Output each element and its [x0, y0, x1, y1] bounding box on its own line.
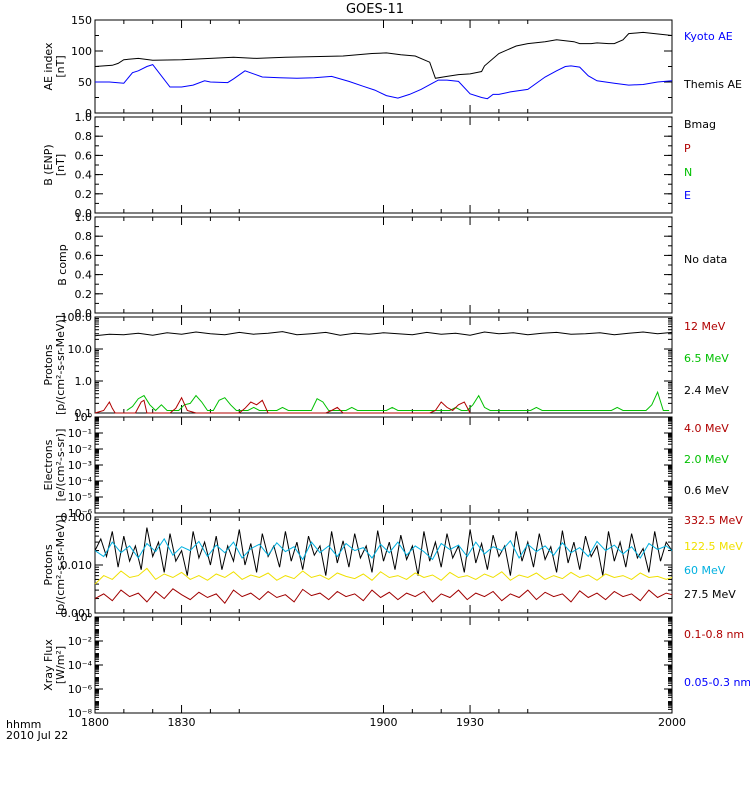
- legend-entry-protons1: 12 MeV: [684, 320, 726, 333]
- series-line-protons1-0: [94, 331, 673, 337]
- ytick-label-benp: 0.6: [75, 149, 93, 162]
- ylabel-xray: Xray Flux: [42, 639, 55, 691]
- ytick-label-bcomp: 0.2: [75, 288, 93, 301]
- legend-entry-xray: 0.05-0.3 nm: [684, 676, 750, 689]
- panel-frame-xray: [94, 616, 673, 714]
- ytick-label-electrons: 10⁻⁶: [68, 507, 93, 520]
- legend-entry-protons2: 122.5 MeV: [684, 540, 743, 553]
- ytick-label-ae: 150: [71, 14, 92, 27]
- series-line-ae-1: [95, 64, 673, 100]
- ytick-label-protons2: 0.010: [61, 559, 93, 572]
- ytick-label-electrons: 10⁻³: [68, 459, 92, 472]
- ytick-label-bcomp: 0.4: [75, 269, 93, 282]
- ytick-label-ae: 50: [78, 76, 92, 89]
- ylabel-electrons: [e/(cm²-s-sr)]: [54, 429, 67, 502]
- xtick-label: 1800: [81, 716, 109, 729]
- panel-frame-protons2: [94, 516, 673, 614]
- ytick-label-bcomp: 1.0: [75, 211, 93, 224]
- ylabel-benp: B (ENP): [42, 144, 55, 185]
- series-line-protons2-1: [94, 537, 673, 561]
- ytick-label-protons2: 0.100: [61, 511, 93, 524]
- legend-entry-protons1: 2.4 MeV: [684, 384, 729, 397]
- date-label: 2010 Jul 22: [6, 729, 69, 742]
- ytick-label-xray: 10⁻⁶: [68, 683, 93, 696]
- ytick-label-protons2: 0.001: [61, 607, 93, 620]
- series-line-protons1-2: [94, 396, 471, 414]
- ytick-label-protons1: 10.0: [68, 343, 93, 356]
- panel-frame-bcomp: [94, 216, 673, 314]
- ylabel-ae: AE index: [42, 42, 55, 91]
- xtick-label: 1900: [370, 716, 398, 729]
- ylabel-bcomp: B comp: [56, 244, 69, 286]
- ytick-label-protons1: 1.0: [75, 375, 93, 388]
- legend-entry-xray: 0.1-0.8 nm: [684, 628, 744, 641]
- legend-entry-bcomp: No data: [684, 253, 727, 266]
- ylabel-benp: [nT]: [54, 154, 67, 176]
- legend-entry-electrons: 4.0 MeV: [684, 422, 729, 435]
- ytick-label-electrons: 10⁰: [74, 411, 93, 424]
- xtick-label: 1830: [168, 716, 196, 729]
- xtick-label: 2000: [658, 716, 686, 729]
- panel-frame-ae: [94, 19, 673, 114]
- series-line-protons2-3: [94, 588, 673, 605]
- ytick-label-ae: 100: [71, 45, 92, 58]
- series-line-protons2-0: [94, 527, 673, 576]
- legend-entry-benp: P: [684, 142, 691, 155]
- ylabel-xray: [W/m²]: [54, 646, 67, 684]
- ytick-label-bcomp: 0.0: [75, 307, 93, 320]
- figure-title: GOES-11: [345, 2, 404, 17]
- ytick-label-benp: 0.8: [75, 130, 93, 143]
- ytick-label-ae: 0: [85, 107, 92, 120]
- series-line-protons1-1: [126, 390, 670, 412]
- ylabel-protons1: [p/(cm²-s-sr-MeV)]: [54, 315, 67, 415]
- legend-entry-benp: N: [684, 166, 692, 179]
- ytick-label-benp: 1.0: [75, 111, 93, 124]
- legend-entry-protons2: 27.5 MeV: [684, 588, 736, 601]
- legend-entry-electrons: 0.6 MeV: [684, 484, 729, 497]
- ylabel-ae: [nT]: [54, 55, 67, 77]
- panel-frame-electrons: [94, 416, 673, 514]
- ytick-label-bcomp: 0.8: [75, 230, 93, 243]
- ytick-label-benp: 0.0: [75, 207, 93, 220]
- xtick-label: 1930: [456, 716, 484, 729]
- ylabel-protons2: Protons: [42, 544, 55, 585]
- ytick-label-xray: 10⁻⁴: [68, 659, 93, 672]
- ytick-label-protons1: 100.0: [61, 311, 93, 324]
- ytick-label-xray: 10⁻²: [68, 635, 92, 648]
- legend-entry-benp: Bmag: [684, 118, 716, 131]
- ytick-label-benp: 0.4: [75, 169, 93, 182]
- ytick-label-bcomp: 0.6: [75, 249, 93, 262]
- series-line-ae-0: [94, 31, 673, 79]
- ylabel-protons1: Protons: [42, 344, 55, 385]
- legend-entry-protons1: 6.5 MeV: [684, 352, 729, 365]
- ytick-label-xray: 10⁰: [74, 611, 93, 624]
- ytick-label-protons1: 0.1: [75, 407, 93, 420]
- legend-entry-benp: E: [684, 189, 691, 202]
- legend-entry-ae: Kyoto AE: [684, 30, 733, 43]
- legend-entry-electrons: 2.0 MeV: [684, 453, 729, 466]
- ytick-label-electrons: 10⁻²: [68, 443, 92, 456]
- ylabel-protons2: [p/(cm²-s-sr-MeV)]: [54, 515, 67, 615]
- ylabel-electrons: Electrons: [42, 439, 55, 490]
- ytick-label-xray: 10⁻⁸: [68, 707, 93, 720]
- ytick-label-electrons: 10⁻⁴: [68, 475, 93, 488]
- panel-frame-benp: [94, 116, 673, 214]
- time-axis-label: hhmm: [6, 718, 42, 731]
- ytick-label-electrons: 10⁻¹: [68, 427, 92, 440]
- ytick-label-benp: 0.2: [75, 188, 93, 201]
- series-line-protons2-2: [94, 567, 673, 585]
- legend-entry-protons2: 60 MeV: [684, 564, 726, 577]
- ytick-label-electrons: 10⁻⁵: [68, 491, 92, 504]
- legend-entry-protons2: 332.5 MeV: [684, 514, 743, 527]
- legend-entry-ae: Themis AE: [683, 78, 742, 91]
